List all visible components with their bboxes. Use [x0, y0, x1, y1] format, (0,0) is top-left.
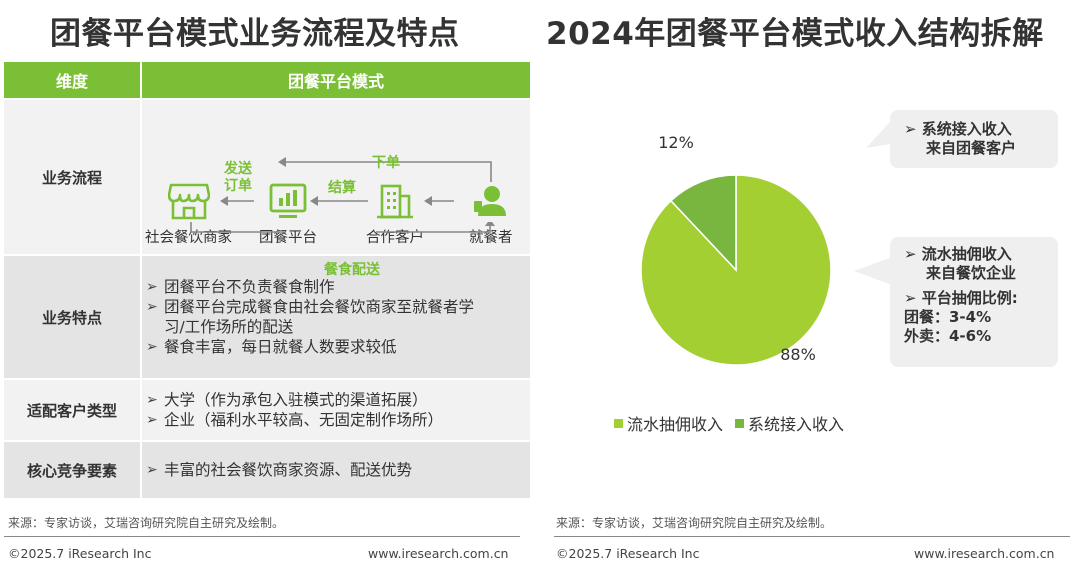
- bullet-arrow-icon: ➢: [146, 392, 158, 408]
- pie-slice-system-access: [669, 174, 737, 272]
- list-item: ➢ 企业（福利水平较高、无固定制作场所）: [146, 411, 444, 429]
- node-platform: 团餐平台: [259, 182, 317, 247]
- row-label-flow: 业务流程: [4, 100, 140, 254]
- chart-legend: 流水抽佣收入 系统接入收入: [614, 411, 844, 435]
- node-label-platform: 团餐平台: [259, 230, 317, 246]
- building-icon: [377, 184, 413, 219]
- node-merchant: 社会餐饮商家: [145, 182, 232, 247]
- callout-flow-revenue: ➢ 流水抽佣收入 来自餐饮企业 ➢ 平台抽佣比例: 团餐：3-4% 外卖：4-6…: [890, 237, 1058, 367]
- table-row-flow: 业务流程: [4, 100, 530, 278]
- edge-label-settle: 结算: [328, 180, 356, 196]
- delivery-arrow-line: [190, 222, 495, 233]
- node-label-merchant: 社会餐饮商家: [145, 230, 232, 246]
- row-label-features: 业务特点: [4, 256, 140, 378]
- flow-diagram-cell: 社会餐饮商家 团餐平台: [142, 100, 530, 278]
- pie-chart: 88% 12%: [640, 133, 832, 366]
- list-item: ➢ 团餐平台不负责餐食制作: [146, 278, 335, 296]
- edge-label-delivery: 餐食配送: [324, 262, 380, 278]
- legend-item: 流水抽佣收入: [614, 411, 723, 435]
- bullet-arrow-icon: ➢: [146, 339, 158, 355]
- left-panel-title: 团餐平台模式业务流程及特点: [50, 16, 460, 52]
- left-website-link[interactable]: www.iresearch.com.cn: [368, 546, 509, 561]
- legend-label: 流水抽佣收入: [627, 415, 724, 434]
- callout-line: 外卖：4-6%: [904, 327, 992, 345]
- left-source-note: 来源：专家访谈，艾瑞咨询研究院自主研究及绘制。: [8, 516, 285, 530]
- right-footer-divider: [554, 536, 1070, 537]
- callout-system-revenue: ➢ 系统接入收入 来自团餐客户: [890, 110, 1058, 168]
- legend-swatch: [735, 418, 745, 428]
- right-website-link[interactable]: www.iresearch.com.cn: [914, 546, 1055, 561]
- callout-pointer: [866, 122, 890, 148]
- node-diner: 就餐者: [469, 182, 513, 247]
- node-customer: 合作客户: [366, 182, 424, 247]
- callout-line: 来自餐饮企业: [926, 264, 1017, 282]
- list-item-continuation: 习/工作场所的配送: [164, 318, 294, 336]
- node-label-diner: 就餐者: [469, 230, 513, 246]
- pie-data-label: 12%: [658, 133, 694, 152]
- customers-cell: ➢ 大学（作为承包入驻模式的渠道拓展） ➢ 企业（福利水平较高、无固定制作场所）: [142, 380, 530, 440]
- competition-cell: ➢ 丰富的社会餐饮商家资源、配送优势: [142, 442, 530, 498]
- callout-line: ➢ 流水抽佣收入: [904, 245, 1012, 263]
- table-row-features: 业务特点 ➢ 团餐平台不负责餐食制作 ➢ 团餐平台完成餐食由社会餐饮商家至就餐者学 …: [4, 256, 530, 378]
- chart-title: 2024年团餐平台模式收入结构拆解: [546, 16, 1044, 52]
- left-copyright: ©2025.7 iResearch Inc: [8, 546, 152, 561]
- dashboard-icon: [269, 183, 307, 218]
- legend-swatch: [614, 418, 623, 428]
- bullet-arrow-icon: ➢: [146, 412, 158, 428]
- list-item: ➢ 丰富的社会餐饮商家资源、配送优势: [146, 461, 413, 479]
- header-dimension: 维度: [4, 62, 140, 98]
- bullet-arrow-icon: ➢: [146, 299, 158, 315]
- callout-line: ➢ 平台抽佣比例:: [904, 289, 1018, 307]
- callout-line: 团餐：3-4%: [904, 308, 992, 326]
- edge-label-dispatch-2: 订单: [224, 178, 252, 194]
- right-copyright: ©2025.7 iResearch Inc: [556, 546, 700, 561]
- callout-line: 来自团餐客户: [926, 139, 1017, 157]
- callout-line: ➢ 系统接入收入: [904, 120, 1012, 138]
- list-item: ➢ 团餐平台完成餐食由社会餐饮商家至就餐者学: [146, 298, 475, 316]
- user-icon: [473, 186, 506, 216]
- edge-label-dispatch-1: 发送: [224, 161, 252, 177]
- callout-pointer: [854, 257, 892, 285]
- table-row-competition: 核心竞争要素 ➢ 丰富的社会餐饮商家资源、配送优势: [4, 442, 530, 498]
- business-model-table: 维度 团餐平台模式 业务流程: [4, 62, 530, 498]
- table-row-customers: 适配客户类型 ➢ 大学（作为承包入驻模式的渠道拓展） ➢ 企业（福利水平较高、无固定…: [4, 380, 530, 440]
- bullet-arrow-icon: ➢: [146, 462, 158, 478]
- bullet-arrow-icon: ➢: [146, 279, 158, 295]
- right-source-note: 来源：专家访谈，艾瑞咨询研究院自主研究及绘制。: [556, 516, 833, 530]
- row-label-competition: 核心竞争要素: [4, 442, 140, 498]
- storefront-icon: [167, 183, 210, 220]
- edge-label-order: 下单: [372, 155, 400, 171]
- flow-arrows: [220, 157, 492, 206]
- legend-item: 系统接入收入: [735, 411, 844, 435]
- node-label-customer: 合作客户: [366, 230, 424, 246]
- features-cell: ➢ 团餐平台不负责餐食制作 ➢ 团餐平台完成餐食由社会餐饮商家至就餐者学 习/工作场…: [142, 256, 530, 378]
- list-item: ➢ 大学（作为承包入驻模式的渠道拓展）: [146, 391, 428, 409]
- list-item: ➢ 餐食丰富，每日就餐人数要求较低: [146, 338, 397, 356]
- flow-diagram: 社会餐饮商家 团餐平台: [142, 100, 530, 278]
- table-header: 维度 团餐平台模式: [4, 62, 530, 98]
- legend-label: 系统接入收入: [748, 415, 845, 434]
- pie-data-label: 88%: [780, 345, 816, 364]
- row-label-customers: 适配客户类型: [4, 380, 140, 440]
- header-mode: 团餐平台模式: [142, 62, 530, 98]
- left-footer-divider: [4, 536, 520, 537]
